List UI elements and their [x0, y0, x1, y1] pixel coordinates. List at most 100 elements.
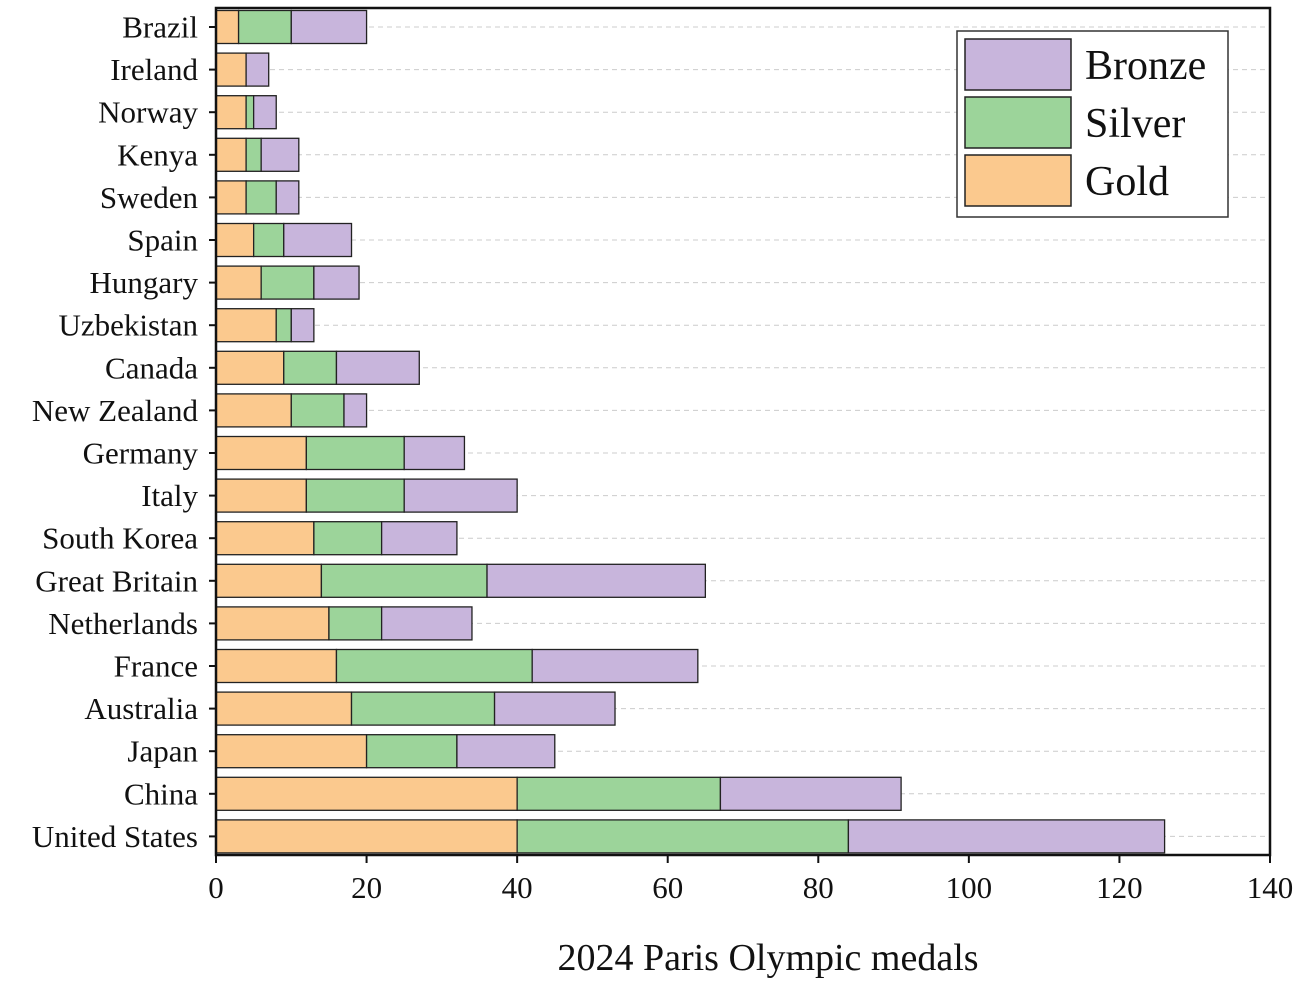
bar-gold-france — [215, 648, 338, 684]
x-tick-label: 120 — [1096, 870, 1143, 905]
bar-gold-australia — [215, 691, 353, 726]
bar-bronze-norway — [252, 95, 277, 130]
y-tick-label: Japan — [127, 734, 198, 769]
y-tick-label: South Korea — [42, 521, 198, 556]
legend: Bronze Silver Gold — [956, 30, 1229, 218]
bar-silver-new-zealand — [290, 393, 345, 428]
bar-gold-hungary — [215, 265, 262, 300]
y-tick-label: Uzbekistan — [59, 308, 199, 343]
bar-bronze-australia — [493, 691, 616, 726]
y-tick-label: Germany — [83, 436, 199, 471]
y-tick-label: Hungary — [90, 265, 199, 300]
bar-bronze-spain — [283, 222, 353, 258]
bar-bronze-united-states — [847, 819, 1166, 854]
bar-silver-china — [516, 776, 722, 811]
bar-silver-australia — [350, 691, 496, 726]
y-tick-label: China — [124, 776, 198, 811]
y-tick-label: New Zealand — [32, 393, 199, 428]
bar-gold-spain — [215, 222, 255, 258]
bar-bronze-japan — [456, 734, 556, 769]
plot-frame — [214, 6, 1272, 857]
x-tick-label: 40 — [502, 870, 533, 905]
bar-silver-netherlands — [328, 606, 383, 641]
bar-silver-kenya — [245, 137, 262, 172]
bar-gold-china — [215, 776, 518, 811]
bar-silver-canada — [283, 350, 338, 385]
x-tick-label: 20 — [351, 870, 382, 905]
bar-gold-great-britain — [215, 563, 323, 598]
x-tick-label: 100 — [946, 870, 993, 905]
bar-silver-germany — [305, 435, 405, 471]
bar-bronze-canada — [335, 350, 420, 385]
bar-bronze-south-korea — [380, 521, 458, 556]
bar-gold-south-korea — [215, 521, 315, 556]
bar-silver-japan — [365, 734, 458, 769]
bar-gold-italy — [215, 478, 307, 513]
y-tick-label: Canada — [105, 350, 198, 385]
bar-gold-norway — [215, 95, 247, 130]
y-axis: Brazil Ireland Norway Kenya Sweden Spain Hunga… — [32, 10, 216, 854]
bar-silver-united-states — [516, 819, 850, 854]
bar-silver-france — [335, 648, 533, 684]
y-tick-label: Italy — [141, 478, 198, 513]
bar-gold-ireland — [215, 52, 247, 87]
bar-bronze-great-britain — [486, 563, 707, 598]
x-tick-label: 60 — [652, 870, 683, 905]
bar-gold-united-states — [215, 819, 518, 854]
bar-bronze-new-zealand — [343, 393, 368, 428]
legend-swatch-bronze — [964, 38, 1072, 91]
bar-bronze-hungary — [313, 265, 360, 300]
x-tick-label: 140 — [1247, 870, 1294, 905]
y-tick-label: Sweden — [100, 180, 199, 215]
bar-silver-sweden — [245, 180, 277, 215]
bar-silver-norway — [245, 95, 255, 130]
bar-bronze-china — [719, 776, 902, 811]
y-tick-label: France — [114, 649, 198, 684]
bar-gold-uzbekistan — [215, 308, 277, 343]
y-tick-label: Ireland — [110, 52, 198, 87]
bar-bronze-kenya — [260, 137, 300, 172]
x-tick-label: 80 — [803, 870, 834, 905]
bar-gold-canada — [215, 350, 285, 385]
bar-gold-japan — [215, 734, 368, 769]
legend-swatch-gold — [964, 154, 1072, 207]
bar-gold-netherlands — [215, 606, 330, 641]
bar-silver-italy — [305, 478, 405, 513]
bar-bronze-uzbekistan — [290, 308, 315, 343]
bar-silver-spain — [252, 222, 285, 258]
y-tick-label: Great Britain — [35, 563, 198, 598]
x-axis-title: 2024 Paris Olympic medals — [557, 937, 978, 979]
bar-silver-south-korea — [313, 521, 383, 556]
bar-gold-new-zealand — [215, 393, 292, 428]
y-tick-label: Australia — [84, 691, 198, 726]
bar-silver-uzbekistan — [275, 308, 292, 343]
bar-bronze-italy — [403, 478, 518, 513]
legend-label-bronze: Bronze — [1085, 43, 1206, 89]
y-tick-label: Netherlands — [48, 606, 198, 641]
bar-gold-germany — [215, 435, 307, 471]
y-tick-label: Norway — [98, 95, 198, 130]
y-tick-label: United States — [32, 819, 198, 854]
y-tick-label: Kenya — [117, 137, 198, 172]
bar-silver-brazil — [237, 9, 292, 45]
bar-gold-sweden — [215, 180, 247, 215]
y-tick-label: Brazil — [122, 10, 198, 45]
bar-bronze-ireland — [245, 52, 270, 87]
bar-bronze-france — [531, 648, 699, 684]
legend-label-gold: Gold — [1085, 159, 1169, 205]
bar-silver-hungary — [260, 265, 315, 300]
bar-bronze-sweden — [275, 180, 300, 215]
y-tick-label: Spain — [127, 223, 198, 258]
x-axis: 0 20 40 60 80 100 120 140 — [208, 855, 1293, 905]
bar-bronze-germany — [403, 435, 466, 471]
legend-label-silver: Silver — [1085, 101, 1185, 147]
bar-gold-brazil — [215, 9, 240, 45]
bar-silver-great-britain — [320, 563, 488, 598]
bar-bronze-brazil — [290, 9, 368, 45]
legend-swatch-silver — [964, 96, 1072, 149]
bars — [215, 9, 1166, 854]
bar-bronze-netherlands — [380, 606, 473, 641]
bar-gold-kenya — [215, 137, 247, 172]
